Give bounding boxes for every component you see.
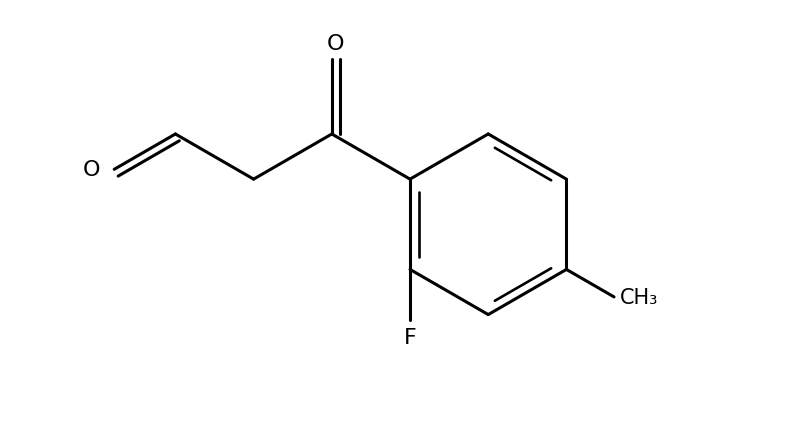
Text: CH₃: CH₃	[620, 287, 659, 307]
Text: O: O	[327, 34, 344, 54]
Text: F: F	[403, 327, 416, 347]
Text: O: O	[83, 160, 100, 180]
